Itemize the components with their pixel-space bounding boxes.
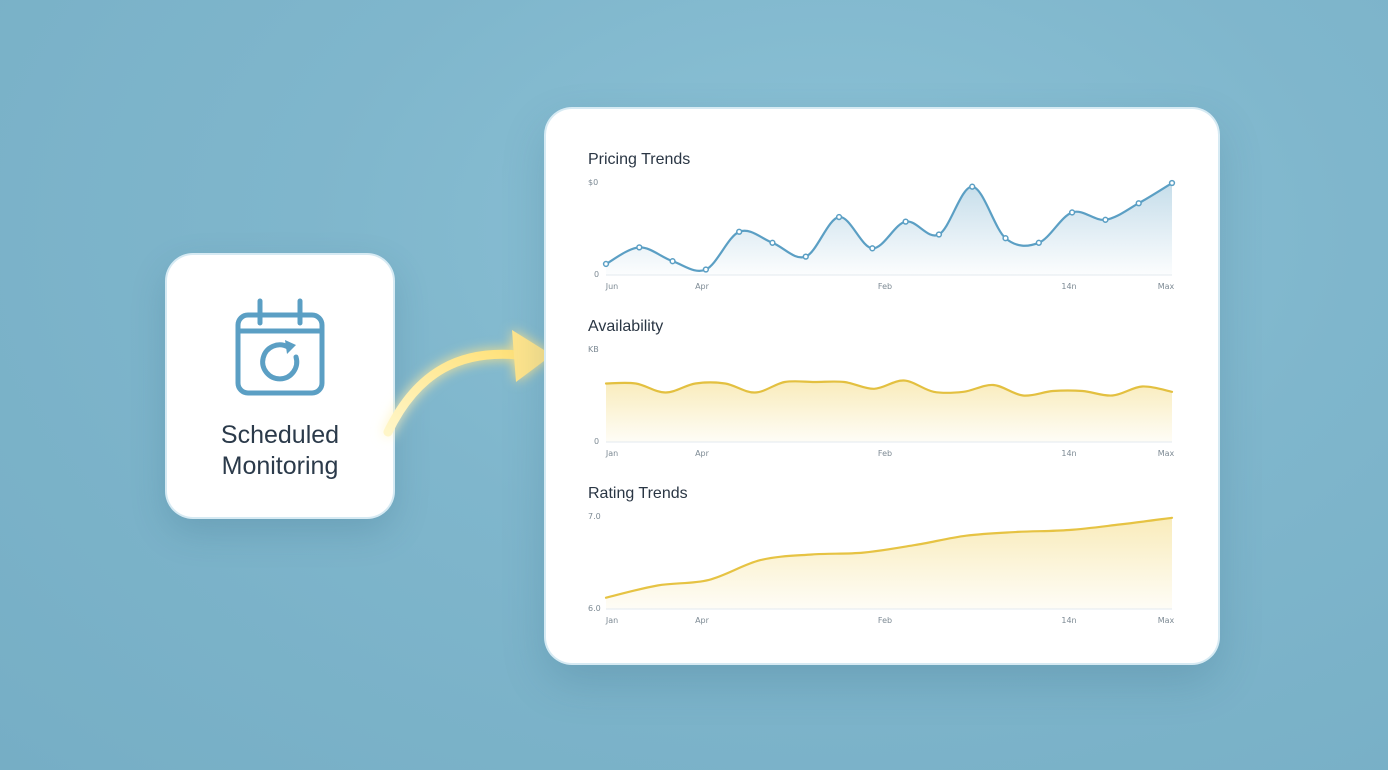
pricing-point-5: [769, 239, 776, 246]
pricing-y-zero-label: 0: [594, 270, 600, 279]
pricing-x-tick-0: Jun: [605, 282, 619, 291]
tile-label-line1: Scheduled: [220, 421, 340, 449]
pricing-point-2: [669, 258, 676, 265]
pricing-point-13: [1035, 239, 1042, 246]
pricing-point-10: [935, 231, 943, 238]
rating-series-line: [604, 516, 1174, 599]
pricing-point-0: [602, 260, 610, 268]
availability-title: Availability: [588, 318, 664, 335]
pricing-area-fill: [606, 183, 1172, 275]
rating-y-top-label: 7.0: [588, 512, 601, 521]
availability-x-tick-3: 14n: [1061, 449, 1076, 458]
pricing-x-tick-2: Feb: [878, 282, 892, 291]
pricing-point-6: [802, 253, 809, 260]
rating-x-tick-1: Apr: [695, 616, 710, 625]
pricing-point-1: [636, 244, 643, 251]
pricing-point-9: [902, 218, 909, 225]
pricing-x-tick-3: 14n: [1061, 282, 1076, 291]
trends-panel: Pricing Trends $0 0 Availability KB 0 Ra…: [546, 109, 1218, 663]
availability-y-zero-label: 0: [594, 437, 600, 446]
rating-x-tick-2: Feb: [878, 616, 892, 625]
rating-area-fill: [606, 517, 1172, 609]
rating-trends-title: Rating Trends: [588, 485, 688, 502]
trend-charts: Jun Apr Feb 14n Max Jan Apr Feb 14n Max Jan Apr Feb 1…: [602, 179, 1176, 625]
rating-x-tick-3: 14n: [1061, 616, 1076, 625]
pricing-point-14: [1068, 209, 1076, 216]
availability-x-tick-2: Feb: [878, 449, 892, 458]
availability-y-top-label: KB: [588, 345, 599, 354]
pricing-point-15: [1102, 216, 1109, 223]
pricing-y-top-label: $0: [588, 178, 599, 187]
pricing-x-tick-1: Apr: [695, 282, 710, 291]
pricing-x-tick-4: Max: [1158, 282, 1175, 291]
availability-x-tick-0: Jan: [605, 449, 618, 458]
pricing-point-8: [869, 245, 876, 252]
pricing-point-7: [835, 213, 843, 221]
arrow-right-icon: [383, 330, 552, 437]
pricing-point-11: [969, 183, 976, 190]
calendar-refresh-icon: [235, 298, 325, 396]
pricing-point-16: [1135, 200, 1142, 207]
scheduled-monitoring-card[interactable]: Scheduled Monitoring: [167, 255, 393, 517]
pricing-trends-title: Pricing Trends: [588, 151, 691, 168]
availability-area-fill: [606, 380, 1172, 442]
pricing-point-3: [702, 266, 710, 273]
pricing-point-12: [1002, 235, 1009, 242]
rating-x-tick-0: Jan: [605, 616, 618, 625]
availability-x-tick-1: Apr: [695, 449, 710, 458]
rating-x-tick-4: Max: [1158, 616, 1175, 625]
availability-x-tick-4: Max: [1158, 449, 1175, 458]
tile-label-line2: Monitoring: [221, 452, 339, 480]
availability-series-line: [604, 379, 1174, 397]
pricing-point-17: [1168, 179, 1176, 187]
rating-y-zero-label: 6.0: [588, 604, 601, 613]
pricing-point-4: [736, 228, 743, 235]
